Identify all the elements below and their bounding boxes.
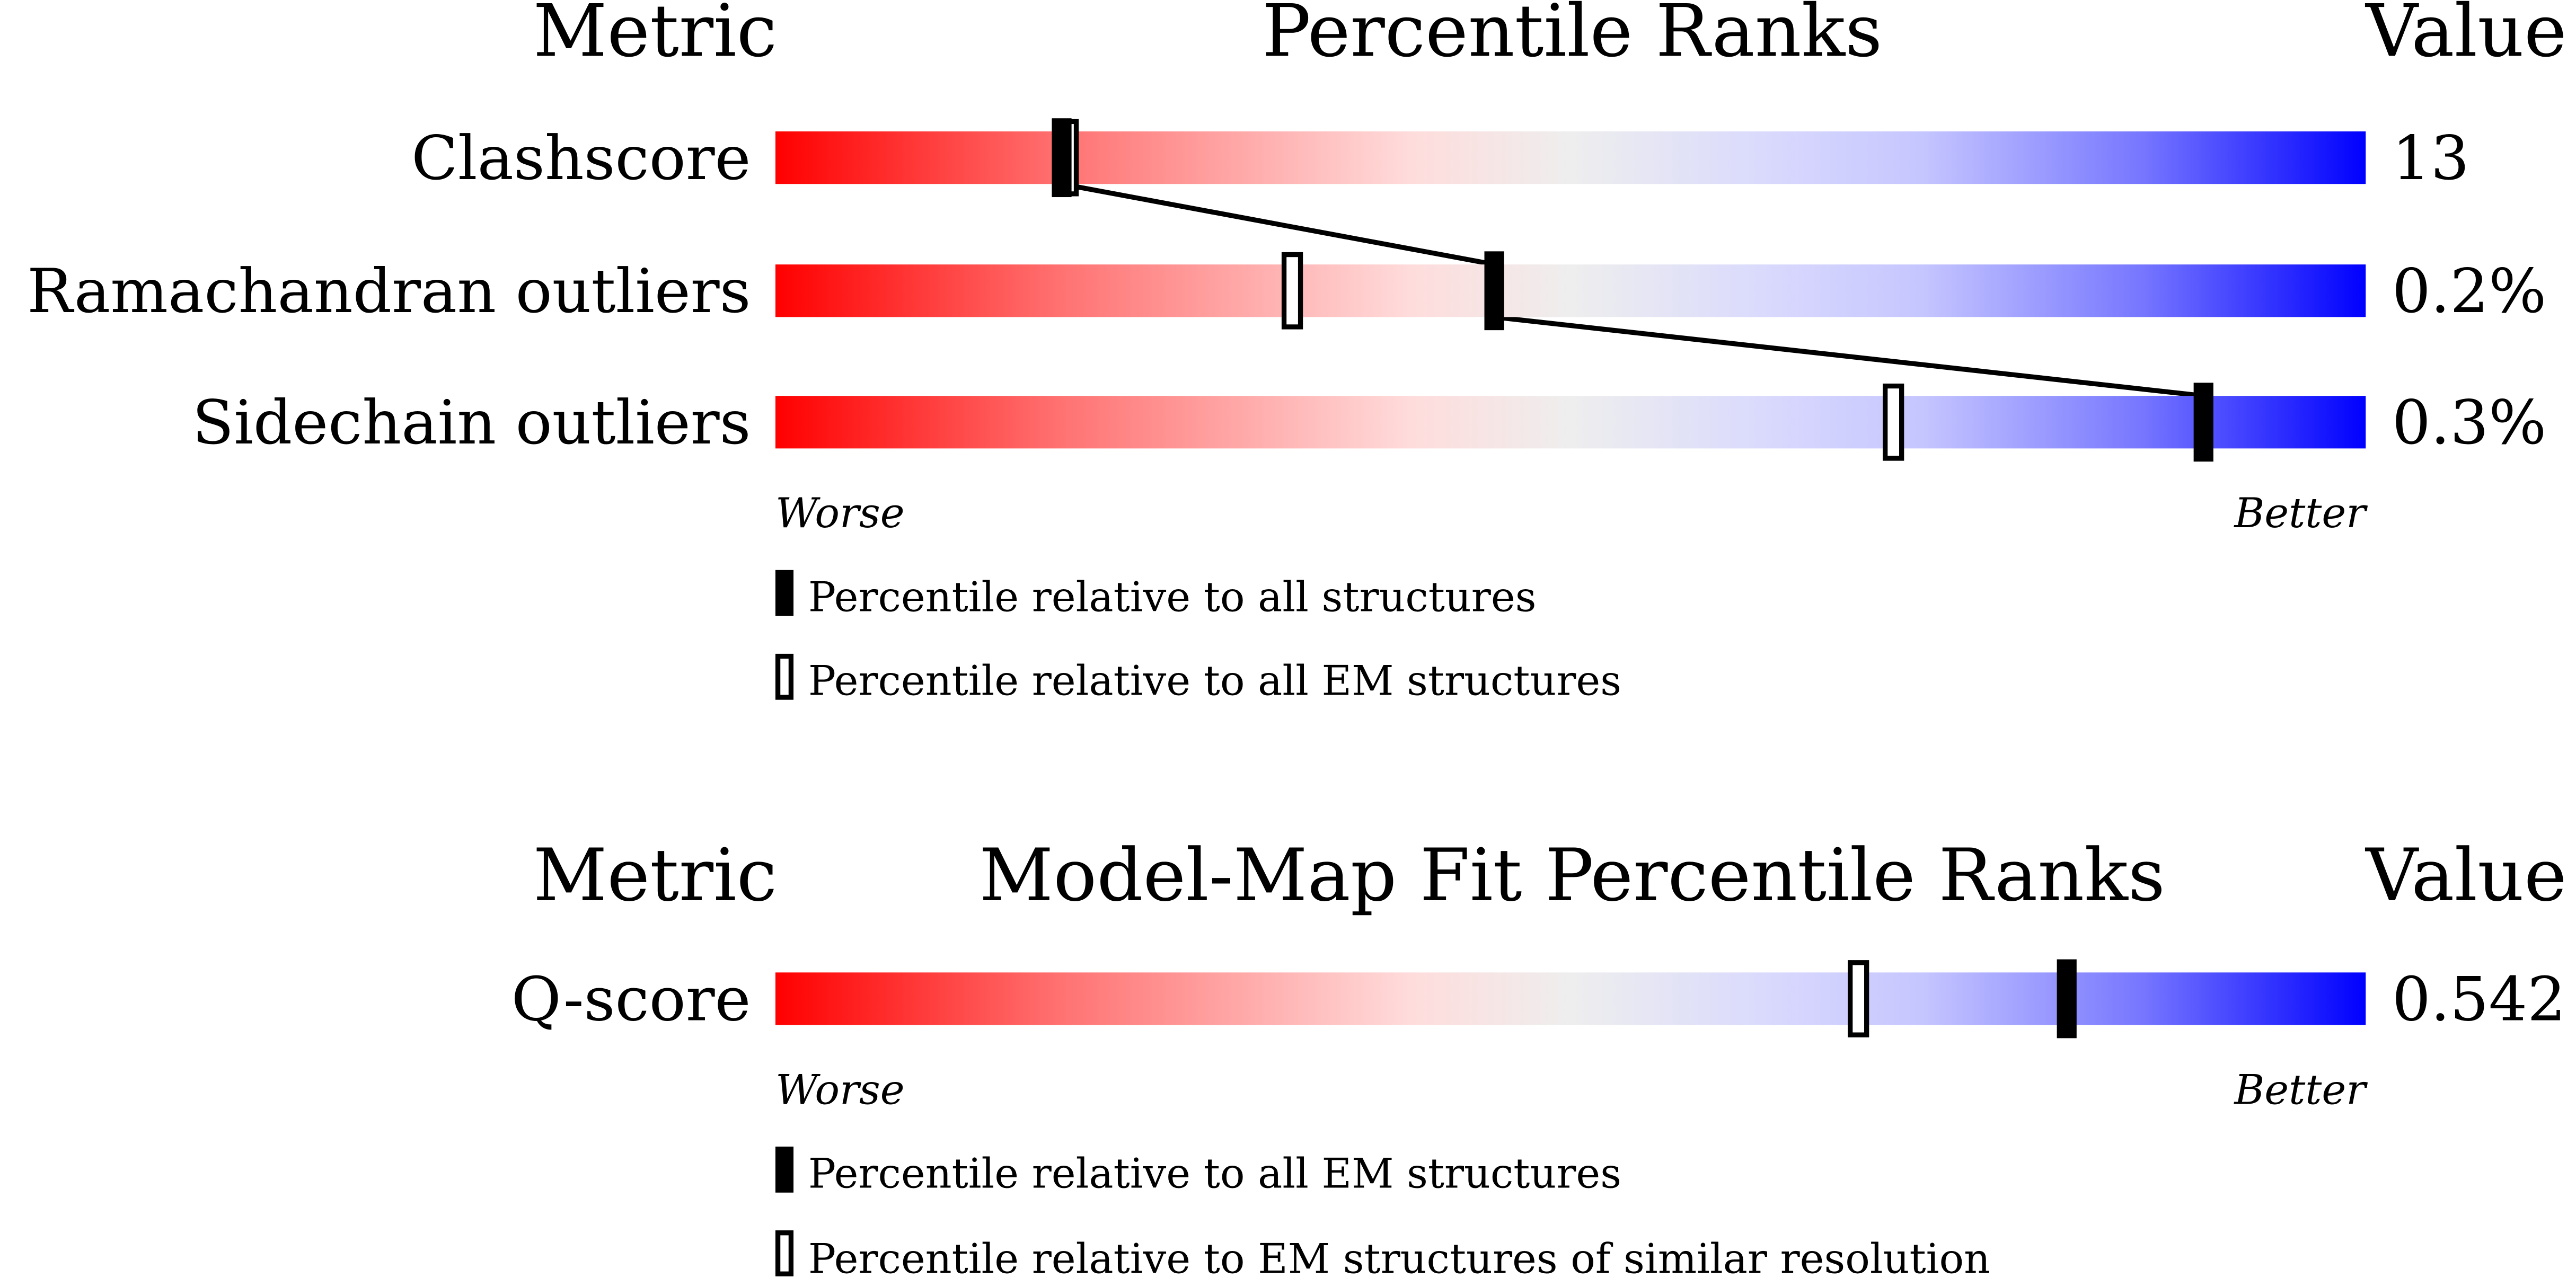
metric-label: Q-score bbox=[511, 964, 751, 1035]
em-percentile-marker bbox=[1883, 383, 1904, 461]
chart-title: Percentile Ranks bbox=[1262, 0, 1882, 73]
metric-row: Q-score 0.542 bbox=[511, 959, 2566, 1039]
chart-title: Model-Map Fit Percentile Ranks bbox=[980, 833, 2165, 918]
connector-line bbox=[1061, 181, 1495, 267]
value-header: Value bbox=[2365, 0, 2566, 73]
legend-filled-label: Percentile relative to all EM structures bbox=[808, 1150, 1621, 1197]
metric-label: Sidechain outliers bbox=[192, 388, 751, 458]
legend-filled-marker bbox=[775, 1146, 794, 1193]
percentile-bar bbox=[775, 131, 2366, 184]
metric-row: Sidechain outliers 0.3% bbox=[192, 383, 2546, 462]
em-percentile-marker bbox=[1848, 960, 1869, 1037]
value-header: Value bbox=[2365, 833, 2566, 918]
better-label: Better bbox=[2233, 1066, 2368, 1114]
metric-row: Ramachandran outliers 0.2% bbox=[27, 251, 2546, 331]
all-percentile-marker bbox=[2057, 959, 2077, 1039]
metric-row: Clashscore 13 bbox=[411, 118, 2469, 198]
metric-value: 0.542 bbox=[2392, 964, 2566, 1035]
legend-open-label: Percentile relative to all EM structures bbox=[808, 657, 1621, 705]
metric-label: Ramachandran outliers bbox=[27, 256, 751, 327]
legend-filled-label: Percentile relative to all structures bbox=[808, 573, 1537, 621]
legend-open-label: Percentile relative to EM structures of … bbox=[808, 1236, 1990, 1278]
legend-filled-marker bbox=[775, 570, 794, 616]
metric-label: Clashscore bbox=[411, 123, 751, 194]
all-percentile-marker bbox=[2193, 383, 2213, 462]
worse-label: Worse bbox=[775, 1066, 905, 1114]
metric-value: 0.2% bbox=[2392, 256, 2546, 327]
all-percentile-marker bbox=[1052, 118, 1072, 198]
percentile-bar bbox=[775, 264, 2366, 317]
percentile-ranks-panel: Metric Percentile Ranks Value Worse Bett… bbox=[27, 0, 2567, 705]
legend-open-marker bbox=[775, 653, 794, 700]
metric-header: Metric bbox=[533, 833, 777, 918]
connector-line bbox=[1494, 314, 2204, 398]
all-percentile-marker bbox=[1484, 251, 1504, 331]
em-percentile-marker bbox=[1281, 252, 1303, 330]
model-map-fit-panel: Metric Model-Map Fit Percentile Ranks Va… bbox=[511, 833, 2567, 1278]
metric-value: 13 bbox=[2392, 123, 2469, 194]
better-label: Better bbox=[2233, 490, 2368, 537]
percentile-bar bbox=[775, 972, 2366, 1025]
worse-label: Worse bbox=[775, 490, 905, 537]
legend-open-marker bbox=[775, 1230, 794, 1276]
metric-header: Metric bbox=[533, 0, 777, 73]
connector-lines bbox=[1061, 181, 2204, 398]
metric-value: 0.3% bbox=[2392, 388, 2546, 458]
percentile-bar bbox=[775, 396, 2366, 449]
